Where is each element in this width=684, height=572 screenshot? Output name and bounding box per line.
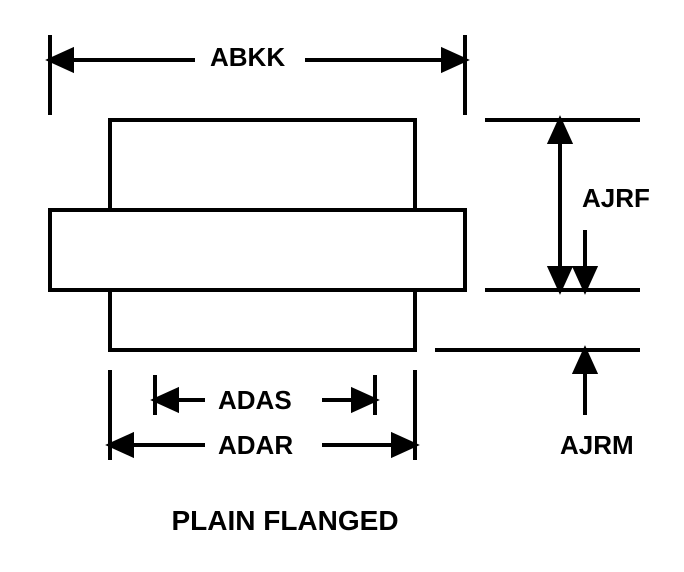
upper-body	[110, 120, 415, 210]
flanged-shape	[50, 120, 465, 350]
diagram-svg	[0, 0, 684, 572]
ajrm-label: AJRM	[560, 430, 634, 461]
adas-label: ADAS	[218, 385, 292, 416]
adar-label: ADAR	[218, 430, 293, 461]
flange	[50, 210, 465, 290]
abkk-label: ABKK	[210, 42, 285, 73]
dimension-diagram: ABKK AJRF AJRM ADAS ADAR PLAIN FLANGED	[0, 0, 684, 572]
diagram-title: PLAIN FLANGED	[145, 505, 425, 537]
lower-body	[110, 290, 415, 350]
ajrf-label: AJRF	[582, 183, 650, 214]
